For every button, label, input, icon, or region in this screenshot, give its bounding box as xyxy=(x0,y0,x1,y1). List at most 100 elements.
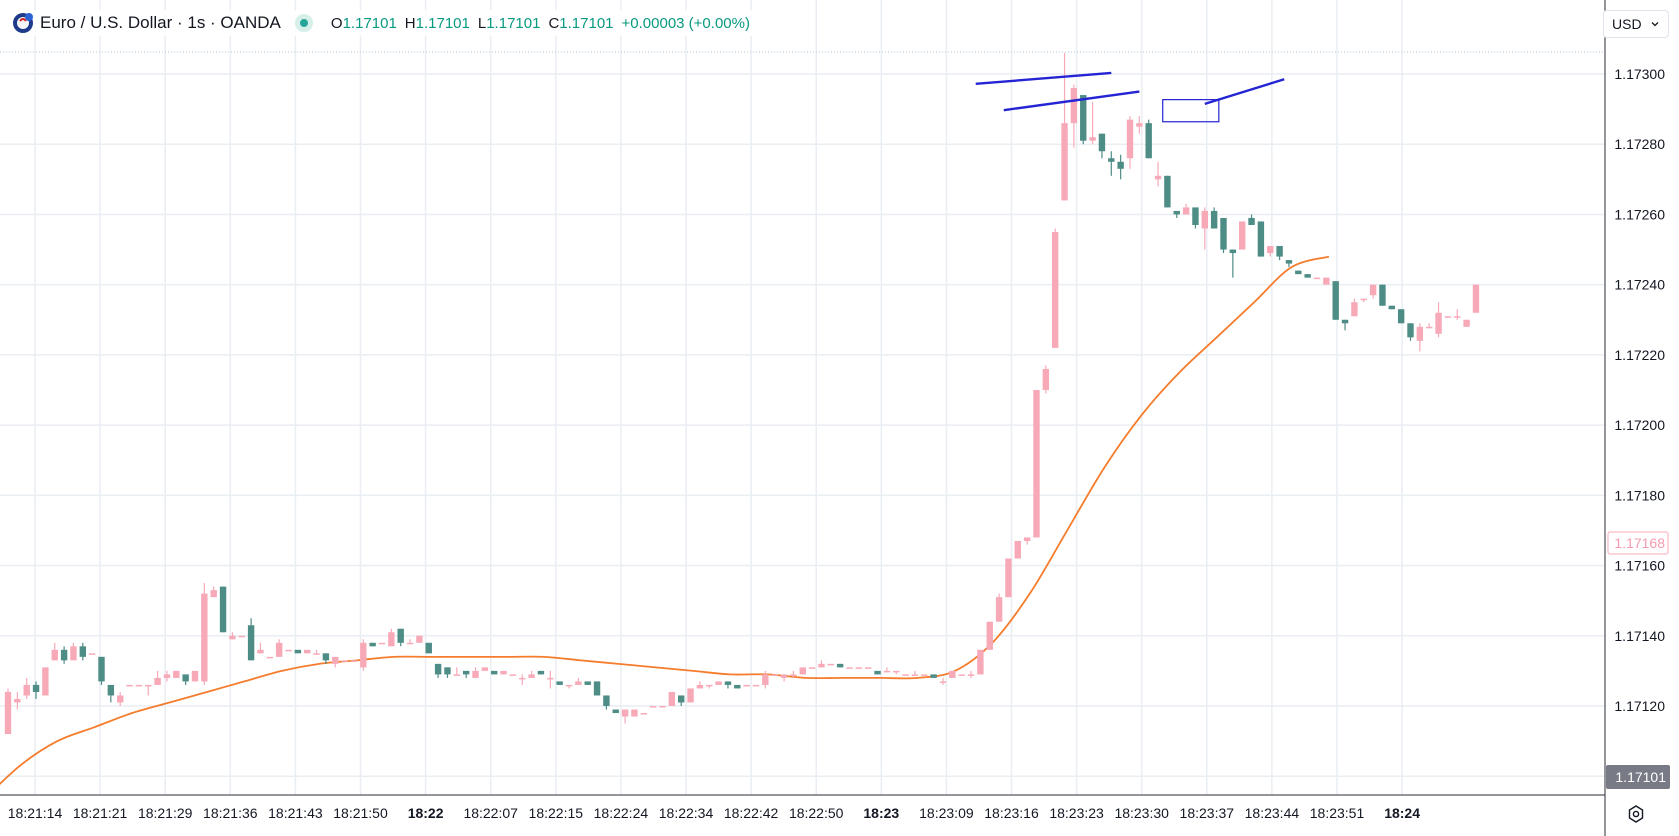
candle xyxy=(1444,316,1452,318)
symbol-logo-icon[interactable] xyxy=(12,12,34,34)
candle-body xyxy=(1098,133,1106,152)
candle xyxy=(640,713,647,715)
candle xyxy=(1210,207,1218,229)
candle-body xyxy=(154,677,161,685)
candle xyxy=(537,670,545,675)
candle-body xyxy=(247,625,255,661)
price-tick-label: 1.17180 xyxy=(1614,487,1665,503)
candle-body xyxy=(1388,305,1395,310)
candle-body xyxy=(593,681,601,696)
candle xyxy=(939,677,947,685)
candle-body xyxy=(32,684,40,692)
candle xyxy=(1360,298,1367,303)
candle xyxy=(1098,133,1106,159)
time-tick-label: 18:23:09 xyxy=(919,805,974,821)
candle-body xyxy=(416,635,423,643)
candle xyxy=(1173,210,1180,218)
candle xyxy=(1061,52,1068,201)
low-value: 1.17101 xyxy=(486,14,541,32)
candle-body xyxy=(1061,123,1068,201)
candle-body xyxy=(304,649,311,654)
candle-body xyxy=(1267,246,1274,254)
candle-body xyxy=(1248,217,1255,225)
moving-average-layer xyxy=(0,255,1330,786)
currency-selector[interactable]: USD xyxy=(1603,10,1669,38)
candle xyxy=(1164,175,1171,208)
candle-body xyxy=(201,593,208,682)
change-value: +0.00003 (+0.00%) xyxy=(621,14,750,32)
candle xyxy=(771,674,778,676)
candle-body xyxy=(1173,210,1180,215)
candle xyxy=(88,653,96,655)
candle-body xyxy=(388,632,395,647)
symbol-title[interactable]: Euro / U.S. Dollar · 1s · OANDA xyxy=(40,13,281,32)
candle xyxy=(1182,203,1190,215)
candle-body xyxy=(1323,277,1330,285)
candle-body xyxy=(257,649,264,654)
candle xyxy=(911,670,919,676)
candle xyxy=(668,691,676,706)
candle-body xyxy=(771,674,778,676)
candle xyxy=(42,667,49,696)
candle-body xyxy=(687,688,694,703)
candle xyxy=(631,709,638,717)
candle-body xyxy=(1201,210,1208,229)
candle-body xyxy=(509,674,517,676)
market-status-icon[interactable] xyxy=(294,14,313,32)
candle-body xyxy=(4,691,12,735)
candle xyxy=(23,677,30,699)
candle-body xyxy=(865,667,872,669)
candle-body xyxy=(986,621,993,650)
price-tick-label: 1.17220 xyxy=(1614,347,1665,363)
candle-body xyxy=(640,713,647,715)
time-tick-label: 18:24 xyxy=(1384,805,1420,821)
candle-body xyxy=(406,642,414,645)
candle-body xyxy=(977,649,984,675)
candle xyxy=(855,667,863,669)
candle xyxy=(472,667,479,678)
candle-body xyxy=(1426,326,1433,329)
candle-body xyxy=(60,649,68,661)
candle-body xyxy=(1332,281,1339,320)
candle xyxy=(1108,151,1115,176)
candle xyxy=(388,628,395,647)
high-value: 1.17101 xyxy=(415,14,470,32)
candle xyxy=(416,635,423,643)
candle-body xyxy=(1369,284,1377,296)
candle xyxy=(500,670,507,675)
candle xyxy=(332,656,339,668)
candle xyxy=(1080,95,1087,145)
candle-body xyxy=(1210,210,1218,229)
trend-line-drawing xyxy=(975,71,1112,86)
candle-body xyxy=(949,670,956,678)
close-value: 1.17101 xyxy=(559,14,614,32)
candle-body xyxy=(1407,323,1414,338)
candle xyxy=(808,667,816,669)
candle-body xyxy=(547,677,554,680)
candle-body xyxy=(1239,221,1246,250)
candle-body xyxy=(762,674,769,685)
candle xyxy=(1229,249,1237,278)
candle xyxy=(173,670,180,678)
candle xyxy=(1435,302,1442,338)
time-tick-label: 18:23:30 xyxy=(1114,805,1169,821)
time-axis: 18:21:14 18:21:21 18:21:29 18:21:36 18:21:43… xyxy=(8,805,1420,821)
candle xyxy=(444,667,451,678)
candle xyxy=(762,670,769,689)
candle-body xyxy=(434,663,442,675)
candle-body xyxy=(995,597,1003,622)
candle xyxy=(32,681,40,699)
candle-body xyxy=(360,642,367,668)
price-tick-label: 1.17240 xyxy=(1614,277,1665,293)
candle-body xyxy=(70,646,77,661)
candle xyxy=(827,663,834,666)
candle xyxy=(14,691,21,710)
candle xyxy=(434,663,442,678)
chart-settings-button[interactable] xyxy=(1624,802,1648,826)
candle xyxy=(257,642,264,654)
candle-body xyxy=(799,667,806,675)
time-tick-label: 18:21:21 xyxy=(73,805,128,821)
candle-body xyxy=(322,653,330,661)
candle xyxy=(229,632,236,640)
